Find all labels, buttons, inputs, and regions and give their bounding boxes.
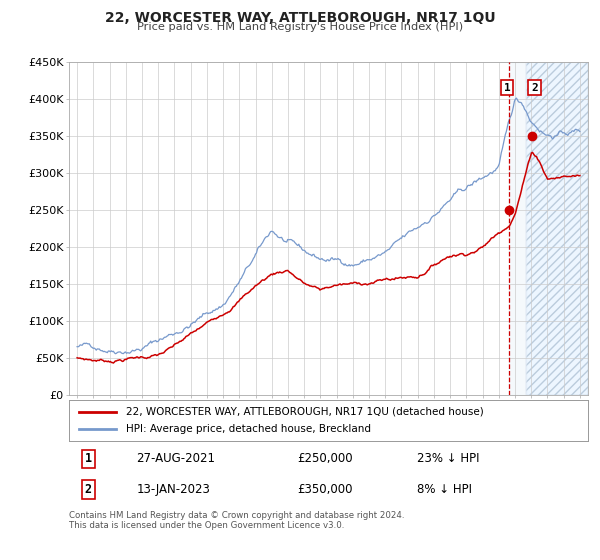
Text: 13-JAN-2023: 13-JAN-2023 <box>136 483 211 496</box>
Text: 1: 1 <box>503 82 510 92</box>
Text: 22, WORCESTER WAY, ATTLEBOROUGH, NR17 1QU (detached house): 22, WORCESTER WAY, ATTLEBOROUGH, NR17 1Q… <box>126 407 484 417</box>
Text: 8% ↓ HPI: 8% ↓ HPI <box>417 483 472 496</box>
Bar <box>509 62 526 395</box>
Text: Price paid vs. HM Land Registry's House Price Index (HPI): Price paid vs. HM Land Registry's House … <box>137 22 463 32</box>
Text: 1: 1 <box>85 452 92 465</box>
Text: HPI: Average price, detached house, Breckland: HPI: Average price, detached house, Brec… <box>126 424 371 435</box>
Text: £250,000: £250,000 <box>298 452 353 465</box>
Text: £350,000: £350,000 <box>298 483 353 496</box>
Text: 2: 2 <box>531 82 538 92</box>
Bar <box>526 62 588 395</box>
Text: 2: 2 <box>85 483 92 496</box>
Text: Contains HM Land Registry data © Crown copyright and database right 2024.
This d: Contains HM Land Registry data © Crown c… <box>69 511 404 530</box>
Text: 27-AUG-2021: 27-AUG-2021 <box>136 452 215 465</box>
Text: 22, WORCESTER WAY, ATTLEBOROUGH, NR17 1QU: 22, WORCESTER WAY, ATTLEBOROUGH, NR17 1Q… <box>104 11 496 25</box>
Text: 23% ↓ HPI: 23% ↓ HPI <box>417 452 479 465</box>
Bar <box>526 62 588 395</box>
